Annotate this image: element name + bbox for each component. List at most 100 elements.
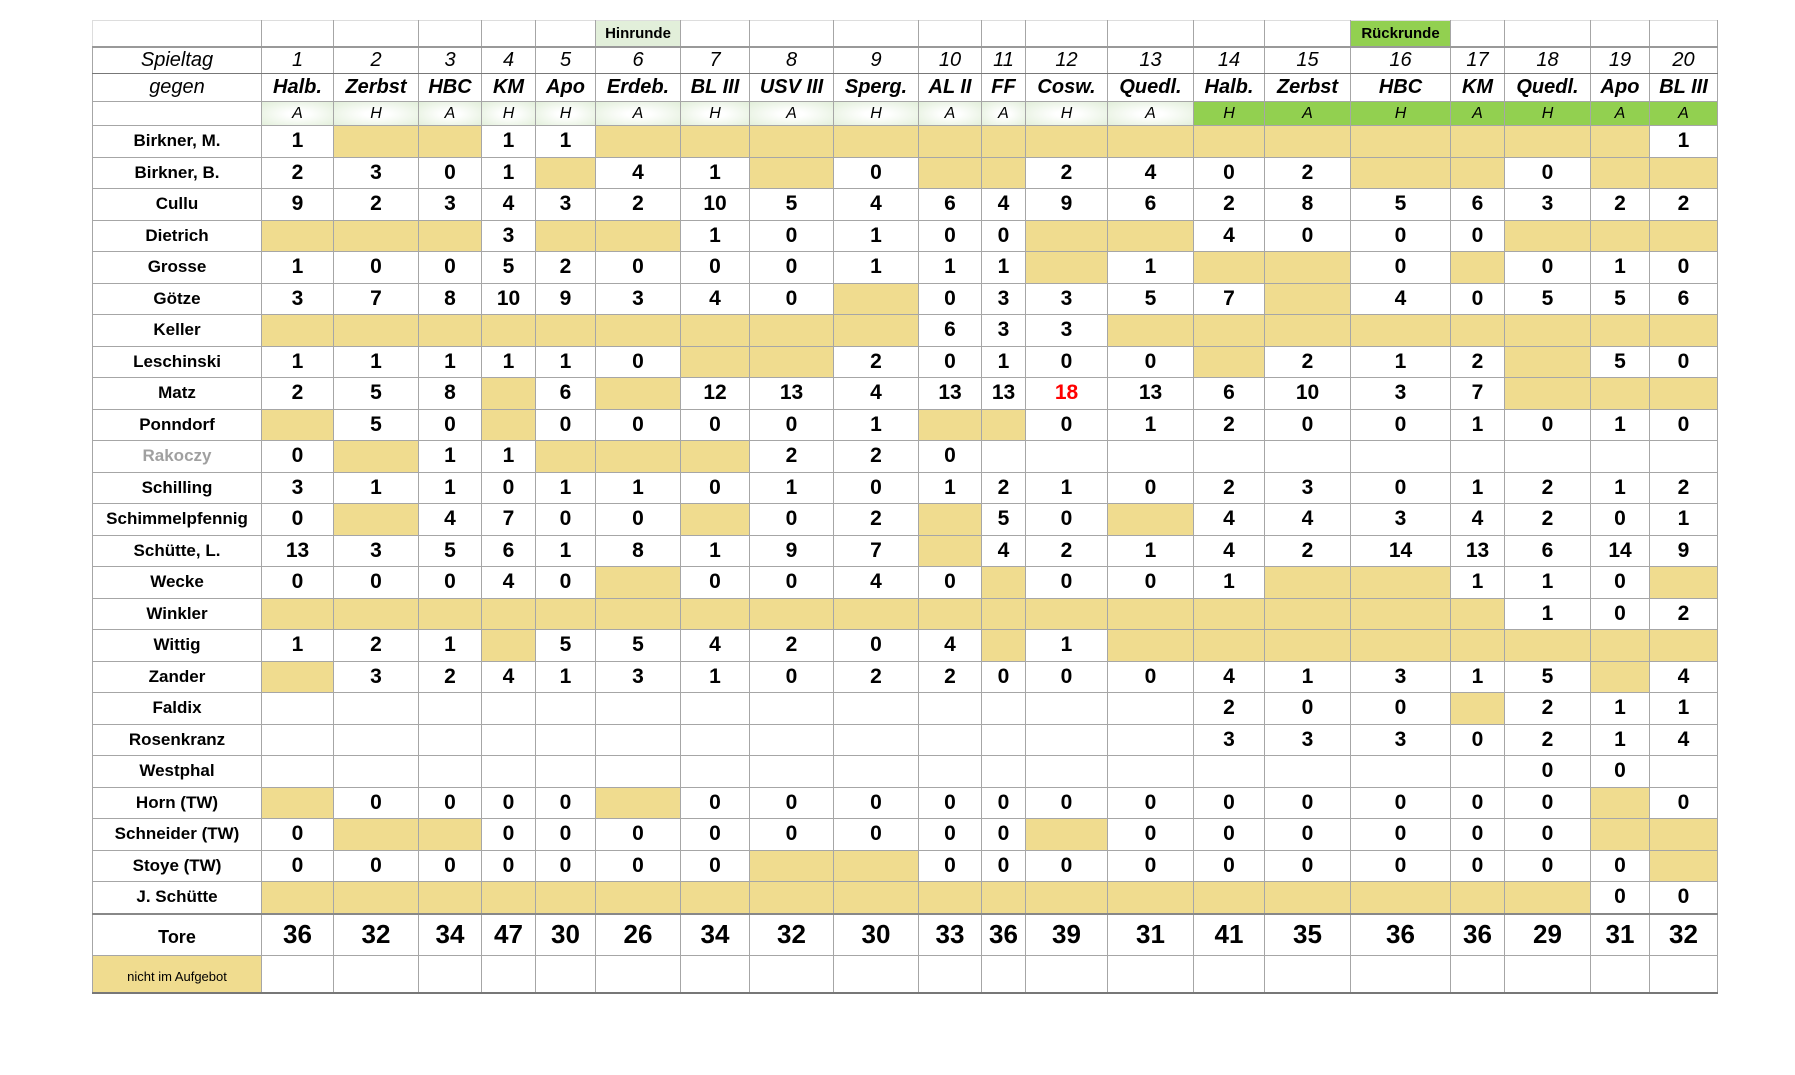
round-cell[interactable] <box>1025 20 1108 48</box>
gegen-label[interactable]: gegen <box>92 73 262 102</box>
absent-cell[interactable] <box>1504 314 1591 347</box>
goal-cell[interactable] <box>418 692 482 725</box>
absent-cell[interactable] <box>981 125 1026 158</box>
total-cell[interactable]: 35 <box>1264 912 1351 956</box>
home-away-cell[interactable]: H <box>680 101 750 126</box>
round-cell[interactable] <box>1107 20 1194 48</box>
goal-cell[interactable]: 4 <box>418 503 482 536</box>
absent-cell[interactable] <box>833 125 919 158</box>
goal-cell[interactable]: 6 <box>918 314 982 347</box>
goal-cell[interactable]: 3 <box>1264 471 1351 504</box>
home-away-cell[interactable]: H <box>1193 101 1265 126</box>
absent-cell[interactable] <box>481 597 536 630</box>
absent-cell[interactable] <box>1350 629 1451 662</box>
goal-cell[interactable]: 3 <box>1350 723 1451 756</box>
home-away-cell[interactable]: H <box>1350 101 1451 126</box>
absent-cell[interactable] <box>535 219 596 252</box>
goal-cell[interactable]: 0 <box>595 251 681 284</box>
total-cell[interactable]: 32 <box>749 912 834 956</box>
goal-cell[interactable] <box>1504 440 1591 473</box>
absent-cell[interactable] <box>1107 597 1194 630</box>
absent-cell[interactable] <box>1590 660 1650 693</box>
goal-cell[interactable]: 0 <box>833 818 919 851</box>
goal-cell[interactable]: 0 <box>1264 786 1351 819</box>
absent-cell[interactable] <box>981 156 1026 189</box>
goal-cell[interactable]: 0 <box>535 408 596 441</box>
absent-cell[interactable] <box>481 377 536 410</box>
goal-cell[interactable]: 6 <box>1193 377 1265 410</box>
total-cell[interactable]: 47 <box>481 912 536 956</box>
goal-cell[interactable]: 0 <box>680 849 750 882</box>
empty-cell[interactable] <box>481 954 536 994</box>
absent-cell[interactable] <box>749 597 834 630</box>
home-away-cell[interactable]: A <box>749 101 834 126</box>
goal-cell[interactable]: 4 <box>481 188 536 221</box>
absent-cell[interactable] <box>1649 566 1718 599</box>
goal-cell[interactable] <box>981 755 1026 788</box>
goal-cell[interactable]: 0 <box>1264 818 1351 851</box>
goal-cell[interactable]: 9 <box>261 188 334 221</box>
goal-cell[interactable]: 0 <box>481 786 536 819</box>
matchday-number[interactable]: 17 <box>1450 46 1505 74</box>
goal-cell[interactable]: 0 <box>981 786 1026 819</box>
round-cell[interactable] <box>680 20 750 48</box>
absent-cell[interactable] <box>1504 219 1591 252</box>
goal-cell[interactable]: 0 <box>1450 282 1505 315</box>
home-away-cell[interactable]: A <box>1107 101 1194 126</box>
total-cell[interactable]: 30 <box>833 912 919 956</box>
absent-cell[interactable] <box>680 440 750 473</box>
goal-cell[interactable] <box>481 755 536 788</box>
goal-cell[interactable]: 0 <box>1350 786 1451 819</box>
goal-cell[interactable]: 2 <box>1649 188 1718 221</box>
goal-cell[interactable]: 2 <box>261 156 334 189</box>
goal-cell[interactable] <box>595 692 681 725</box>
goal-cell[interactable] <box>1350 440 1451 473</box>
home-away-cell[interactable]: A <box>418 101 482 126</box>
matchday-number[interactable]: 3 <box>418 46 482 74</box>
empty-cell[interactable] <box>418 954 482 994</box>
absent-cell[interactable] <box>1649 629 1718 662</box>
goal-cell[interactable]: 6 <box>535 377 596 410</box>
goal-cell[interactable] <box>918 723 982 756</box>
goal-cell[interactable]: 0 <box>1193 156 1265 189</box>
opponent-name[interactable]: KM <box>481 73 536 102</box>
player-name[interactable]: Birkner, M. <box>92 125 262 158</box>
goal-cell[interactable]: 0 <box>1025 660 1108 693</box>
goal-cell[interactable]: 1 <box>481 345 536 378</box>
goal-cell[interactable]: 13 <box>918 377 982 410</box>
absent-cell[interactable] <box>680 125 750 158</box>
matchday-number[interactable]: 5 <box>535 46 596 74</box>
goal-cell[interactable]: 8 <box>418 377 482 410</box>
absent-cell[interactable] <box>749 345 834 378</box>
absent-cell[interactable] <box>418 818 482 851</box>
goal-cell[interactable]: 2 <box>333 188 419 221</box>
absent-cell[interactable] <box>1107 219 1194 252</box>
home-away-cell[interactable]: H <box>535 101 596 126</box>
goal-cell[interactable]: 0 <box>833 786 919 819</box>
goal-cell[interactable]: 6 <box>1107 188 1194 221</box>
opponent-name[interactable]: Zerbst <box>1264 73 1351 102</box>
absent-cell[interactable] <box>1450 125 1505 158</box>
absent-cell[interactable] <box>918 408 982 441</box>
opponent-name[interactable]: Erdeb. <box>595 73 681 102</box>
total-cell[interactable]: 36 <box>1350 912 1451 956</box>
goal-cell[interactable]: 4 <box>1193 503 1265 536</box>
absent-cell[interactable] <box>1264 251 1351 284</box>
opponent-name[interactable]: KM <box>1450 73 1505 102</box>
goal-cell[interactable]: 2 <box>261 377 334 410</box>
goal-cell[interactable]: 0 <box>981 219 1026 252</box>
goal-cell[interactable]: 6 <box>481 534 536 567</box>
goal-cell[interactable]: 0 <box>1107 849 1194 882</box>
absent-cell[interactable] <box>261 314 334 347</box>
goal-cell[interactable]: 2 <box>1504 723 1591 756</box>
goal-cell[interactable]: 7 <box>1193 282 1265 315</box>
goal-cell[interactable]: 0 <box>535 849 596 882</box>
goal-cell[interactable]: 2 <box>1193 692 1265 725</box>
absent-cell[interactable] <box>749 849 834 882</box>
goal-cell[interactable]: 2 <box>535 251 596 284</box>
absent-cell[interactable] <box>918 534 982 567</box>
absent-cell[interactable] <box>333 597 419 630</box>
goal-cell[interactable]: 1 <box>1025 471 1108 504</box>
total-cell[interactable]: 32 <box>333 912 419 956</box>
goal-cell[interactable] <box>918 692 982 725</box>
